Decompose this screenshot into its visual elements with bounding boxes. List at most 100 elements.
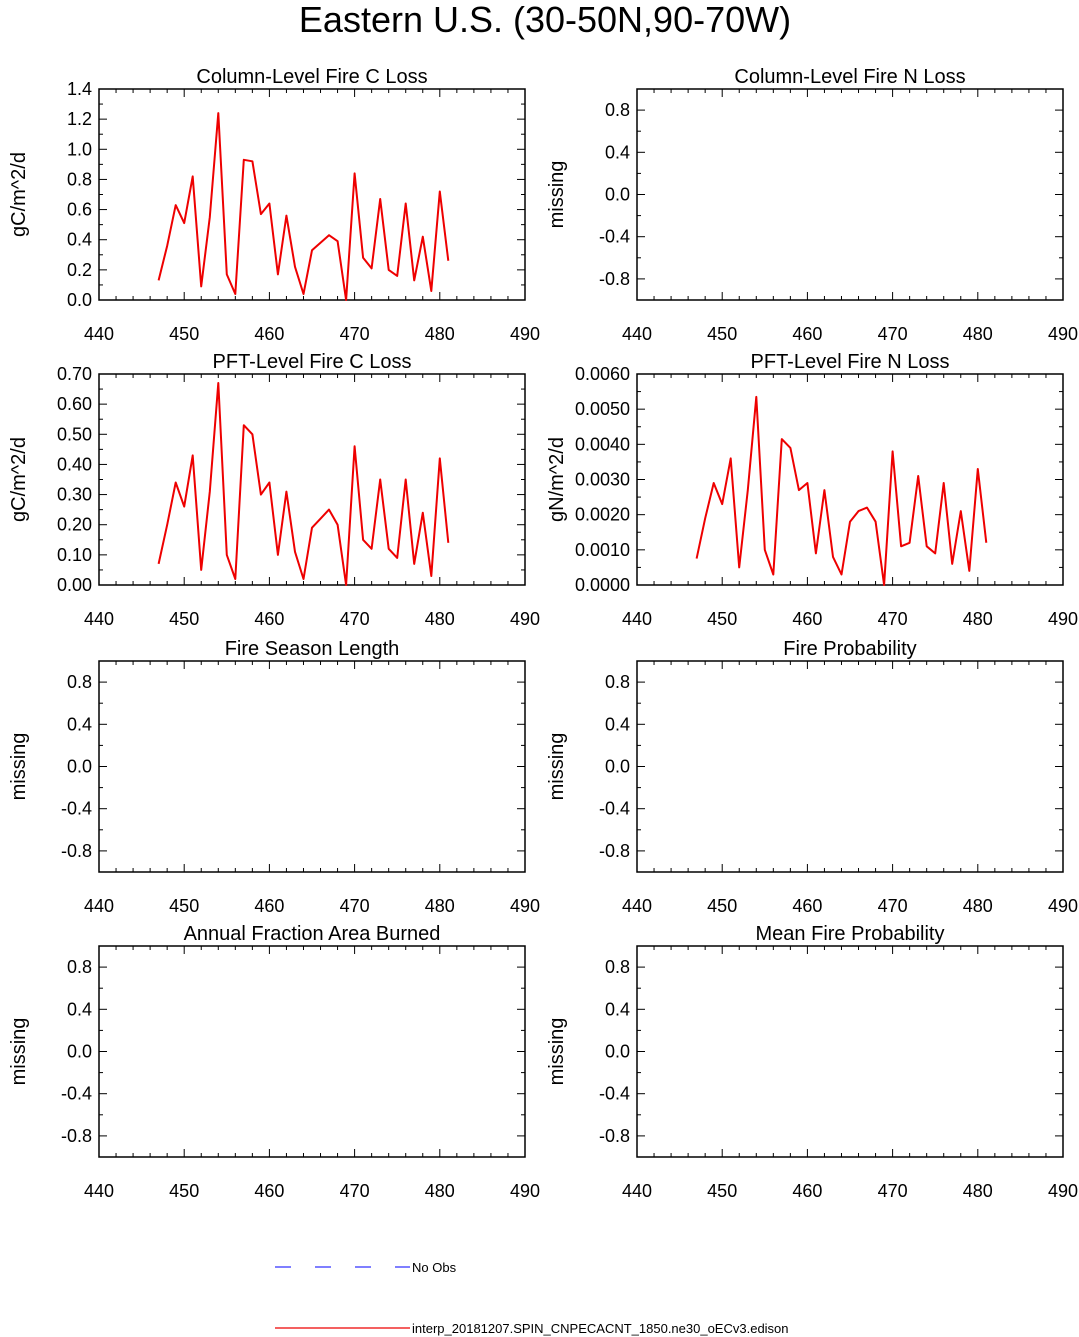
- panel-4: PFT-Level Fire N Loss gN/m^2/d 440 450 460 47…: [546, 351, 1078, 629]
- y-tick-label: -0.4: [61, 1084, 92, 1104]
- panel-2: Column-Level Fire N Loss missing 440 450 460…: [546, 66, 1078, 344]
- plot-frame: [98, 88, 526, 301]
- x-tick-label: 470: [340, 609, 370, 629]
- y-tick-label: -0.4: [599, 1084, 630, 1104]
- x-tick-label: 490: [1048, 896, 1078, 916]
- series-line: [157, 112, 450, 301]
- x-tick-label: 490: [1048, 1181, 1078, 1201]
- y-tick-label: 0.4: [605, 999, 630, 1019]
- panel-title: Fire Season Length: [225, 638, 400, 660]
- panel-3: PFT-Level Fire C Loss gC/m^2/d 440 450 460 47…: [8, 351, 540, 629]
- panel-7: Annual Fraction Area Burned missing 440 450…: [8, 923, 540, 1201]
- x-tick-label: 480: [963, 609, 993, 629]
- y-tick-label: 0.0: [605, 1042, 630, 1062]
- x-tick-label: 440: [84, 896, 114, 916]
- x-tick-label: 490: [510, 324, 540, 344]
- y-tick-label: 0.8: [67, 957, 92, 977]
- x-tick-label: 480: [425, 1181, 455, 1201]
- y-tick-label: 0.40: [57, 454, 92, 474]
- y-axis-label: missing: [8, 1018, 30, 1086]
- x-tick-label: 470: [878, 609, 908, 629]
- panel-8: Mean Fire Probability missing 440 450 460 470…: [546, 923, 1078, 1201]
- y-tick-label: 0.10: [57, 545, 92, 565]
- x-tick-label: 480: [963, 896, 993, 916]
- x-tick-label: 440: [622, 609, 652, 629]
- y-tick-label: 0.20: [57, 515, 92, 535]
- plot-frame: [98, 660, 526, 873]
- y-tick-label: 0.8: [67, 169, 92, 189]
- y-tick-label: 0.0: [67, 1042, 92, 1062]
- x-tick-label: 490: [1048, 324, 1078, 344]
- panel-title: PFT-Level Fire N Loss: [751, 351, 950, 373]
- panel-5: Fire Season Length missing 440 450 460 470 480…: [8, 638, 540, 916]
- panel-title: PFT-Level Fire C Loss: [213, 351, 412, 373]
- y-tick-label: 0.00: [57, 575, 92, 595]
- x-tick-label: 470: [340, 324, 370, 344]
- y-tick-label: -0.4: [599, 227, 630, 247]
- y-tick-label: 1.4: [67, 79, 92, 99]
- x-tick-label: 440: [622, 1181, 652, 1201]
- x-tick-label: 460: [254, 1181, 284, 1201]
- x-tick-label: 460: [254, 896, 284, 916]
- y-tick-label: 0.6: [67, 200, 92, 220]
- y-tick-label: 0.0: [67, 290, 92, 310]
- y-tick-label: -0.8: [61, 1126, 92, 1146]
- plot-frame: [636, 373, 1064, 586]
- y-tick-label: -0.4: [61, 799, 92, 819]
- panels: Column-Level Fire C Loss gC/m^2/d 440 450 46…: [8, 66, 1078, 1201]
- x-tick-label: 460: [254, 609, 284, 629]
- y-tick-label: 0.4: [605, 142, 630, 162]
- y-tick-label: 0.0050: [575, 399, 630, 419]
- x-tick-label: 480: [963, 324, 993, 344]
- x-tick-label: 480: [425, 896, 455, 916]
- y-tick-label: 0.0: [605, 185, 630, 205]
- x-tick-label: 440: [84, 324, 114, 344]
- y-axis-label: gC/m^2/d: [8, 152, 30, 237]
- y-tick-label: -0.4: [599, 799, 630, 819]
- x-tick-label: 470: [878, 324, 908, 344]
- x-tick-label: 460: [792, 609, 822, 629]
- legend-label-obs: No Obs: [412, 1260, 457, 1275]
- y-tick-label: 1.0: [67, 139, 92, 159]
- figure-title: Eastern U.S. (30-50N,90-70W): [299, 0, 791, 40]
- x-tick-label: 470: [340, 1181, 370, 1201]
- x-tick-label: 480: [425, 609, 455, 629]
- y-tick-label: 0.4: [605, 714, 630, 734]
- y-tick-label: 0.4: [67, 714, 92, 734]
- y-axis-label: gC/m^2/d: [8, 437, 30, 522]
- plot-frame: [636, 945, 1064, 1158]
- y-axis-label: missing: [546, 161, 568, 229]
- y-tick-label: 0.0040: [575, 434, 630, 454]
- y-tick-label: 0.8: [605, 957, 630, 977]
- x-tick-label: 450: [707, 896, 737, 916]
- x-tick-label: 450: [707, 1181, 737, 1201]
- x-tick-label: 450: [169, 1181, 199, 1201]
- series-line: [695, 395, 988, 586]
- plot-frame: [636, 660, 1064, 873]
- y-tick-label: 0.0020: [575, 505, 630, 525]
- x-tick-label: 490: [510, 896, 540, 916]
- x-tick-label: 450: [169, 324, 199, 344]
- y-tick-label: 0.4: [67, 230, 92, 250]
- x-tick-label: 490: [510, 609, 540, 629]
- y-tick-label: 0.8: [605, 100, 630, 120]
- panel-6: Fire Probability missing 440 450 460 470 480 49…: [546, 638, 1078, 916]
- x-tick-label: 460: [792, 896, 822, 916]
- y-tick-label: 0.0030: [575, 470, 630, 490]
- y-tick-label: 0.30: [57, 485, 92, 505]
- plot-frame: [636, 88, 1064, 301]
- y-tick-label: 0.60: [57, 394, 92, 414]
- x-tick-label: 450: [169, 896, 199, 916]
- y-axis-label: missing: [546, 733, 568, 801]
- plot-frame: [98, 373, 526, 586]
- x-tick-label: 470: [340, 896, 370, 916]
- x-tick-label: 480: [963, 1181, 993, 1201]
- x-tick-label: 450: [707, 609, 737, 629]
- y-tick-label: 0.8: [605, 672, 630, 692]
- panel-title: Column-Level Fire C Loss: [196, 66, 427, 88]
- y-tick-label: -0.8: [61, 841, 92, 861]
- panel-1: Column-Level Fire C Loss gC/m^2/d 440 450 46…: [8, 66, 540, 344]
- x-tick-label: 440: [622, 896, 652, 916]
- legend-label-model: interp_20181207.SPIN_CNPECACNT_1850.ne30…: [412, 1321, 789, 1336]
